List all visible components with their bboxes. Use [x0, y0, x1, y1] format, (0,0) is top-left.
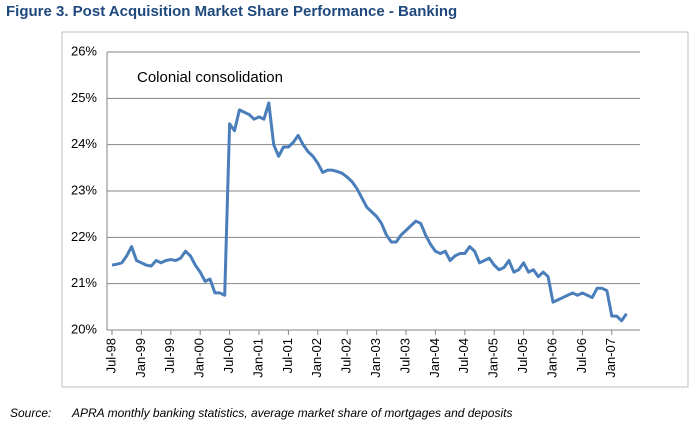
x-tick-label: Jan-05 [486, 338, 501, 378]
x-tick-label: Jan-03 [368, 338, 383, 378]
x-tick-label: Jul-99 [162, 338, 177, 373]
x-tick-label: Jul-05 [515, 338, 530, 373]
chart-frame [61, 31, 689, 388]
x-tick-label: Jul-06 [574, 338, 589, 373]
source-text: APRA monthly banking statistics, average… [71, 406, 512, 420]
y-tick-label: 26% [71, 43, 97, 58]
x-tick-label: Jul-04 [456, 338, 471, 373]
y-tick-label: 22% [71, 229, 97, 244]
y-tick-label: 23% [71, 182, 97, 197]
x-tick-label: Jul-02 [339, 338, 354, 373]
x-tick-label: Jan-07 [603, 338, 618, 378]
x-tick-label: Jan-04 [427, 338, 442, 378]
source-label: Source: [10, 406, 51, 420]
x-tick-label: Jul-01 [280, 338, 295, 373]
annotation: Colonial consolidation [137, 69, 283, 86]
y-tick-label: 24% [71, 136, 97, 151]
y-tick-label: 25% [71, 90, 97, 105]
x-tick-label: Jan-00 [192, 338, 207, 378]
y-tick-label: 20% [71, 321, 97, 336]
x-tick-label: Jul-98 [103, 338, 118, 373]
x-tick-label: Jul-03 [397, 338, 412, 373]
x-tick-label: Jan-99 [133, 338, 148, 378]
x-tick-label: Jan-06 [544, 338, 559, 378]
x-tick-label: Jan-01 [250, 338, 265, 378]
x-tick-label: Jan-02 [309, 338, 324, 378]
y-tick-label: 21% [71, 275, 97, 290]
x-tick-label: Jul-00 [221, 338, 236, 373]
data-line [111, 101, 628, 323]
chart-title: Figure 3. Post Acquisition Market Share … [6, 3, 457, 20]
